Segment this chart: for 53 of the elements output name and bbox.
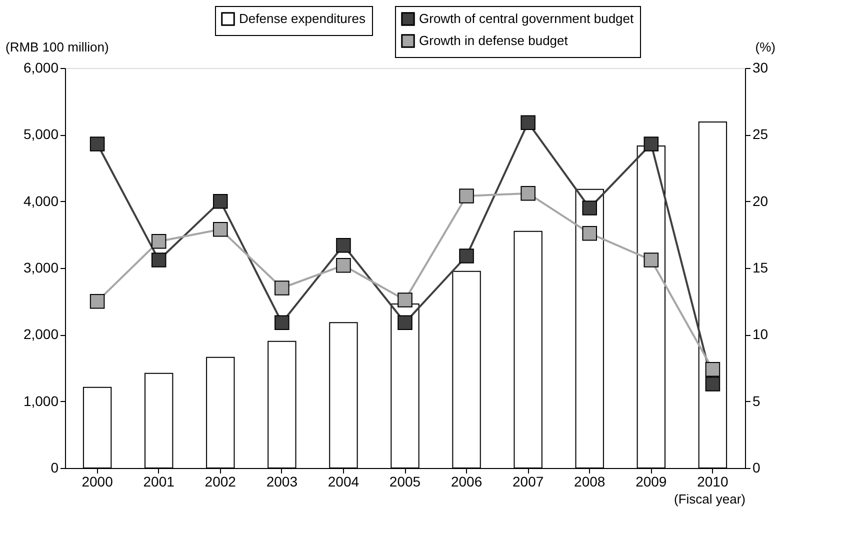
x-tick-label: 2007	[512, 474, 544, 490]
point	[336, 258, 351, 273]
point	[705, 376, 720, 392]
y-tick-label: 6,000	[23, 60, 59, 76]
x-tick-label: 2009	[636, 474, 667, 490]
y-tick-label: 2,000	[23, 326, 59, 342]
point	[90, 136, 105, 152]
point	[705, 362, 720, 377]
y2-tick-label: 30	[752, 60, 768, 76]
point	[212, 194, 228, 209]
y2-axis-title: (%)	[755, 40, 776, 54]
legend-label: Growth of central government budget	[419, 11, 634, 26]
y2-tick-label: 15	[752, 260, 768, 276]
y-tick-label: 3,000	[23, 260, 59, 276]
x-tick-label: 2003	[266, 474, 298, 490]
point	[644, 136, 659, 152]
y-tick-label: 4,000	[23, 192, 59, 209]
x-tick-label: 2002	[204, 474, 236, 490]
y-tick-label: 0	[50, 460, 59, 476]
point	[582, 226, 598, 241]
point	[582, 200, 598, 216]
y2-tick-label: 0	[752, 460, 760, 476]
point	[398, 292, 412, 308]
point	[644, 252, 659, 268]
y-tick-label: 1,000	[23, 392, 59, 409]
x-axis-title: (Fiscal year)	[674, 492, 746, 506]
point	[274, 315, 290, 330]
y2-tick-label: 5	[752, 392, 760, 409]
legend-label: Defense expenditures	[239, 11, 366, 26]
y2-tick-label: 25	[752, 126, 768, 142]
point	[459, 188, 474, 204]
point	[336, 238, 351, 253]
y-axis-title: (RMB 100 million)	[6, 40, 109, 54]
x-tick-label: 2004	[328, 474, 360, 490]
x-tick-label: 2008	[574, 474, 606, 490]
point	[90, 294, 105, 309]
point	[212, 222, 228, 237]
point	[151, 234, 166, 249]
x-tick-label: 2005	[389, 474, 421, 490]
point	[520, 186, 536, 201]
x-tick-label: 2001	[143, 474, 175, 490]
point	[520, 115, 536, 130]
x-tick-label: 2006	[450, 474, 482, 490]
y2-tick-label: 20	[752, 192, 768, 209]
y2-tick-label: 10	[752, 326, 768, 342]
point	[274, 280, 290, 296]
point	[398, 315, 412, 330]
point	[151, 252, 166, 268]
y-tick-label: 5,000	[23, 126, 59, 142]
x-tick-label: 2010	[697, 474, 728, 490]
point	[459, 248, 474, 264]
legend-label: Growth in defense budget	[419, 33, 568, 48]
x-tick-label: 2000	[82, 474, 114, 490]
